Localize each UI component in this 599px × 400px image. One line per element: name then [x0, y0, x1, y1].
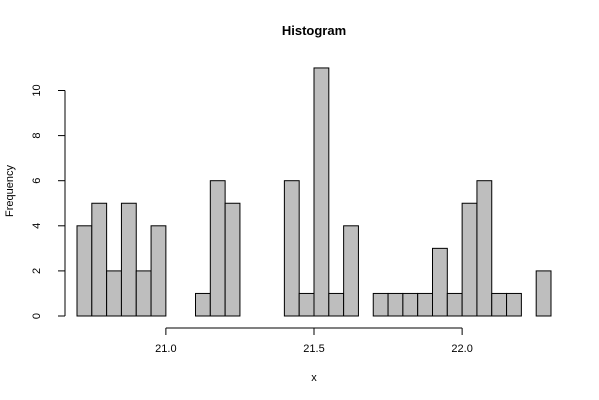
y-axis-label: Frequency [4, 165, 16, 217]
histogram-bar [461, 202, 478, 317]
histogram-bar [328, 292, 345, 317]
y-tick-label: 0 [31, 313, 43, 319]
histogram-bar [387, 292, 404, 317]
histogram-bar [476, 180, 493, 317]
histogram-bar [402, 292, 419, 317]
histogram-bar [417, 292, 433, 317]
bars-group [76, 67, 552, 317]
y-tick-label: 4 [31, 223, 43, 229]
histogram-bar [209, 180, 226, 317]
y-tick-label: 8 [31, 133, 43, 139]
histogram-bar [491, 292, 508, 317]
chart-title: Histogram [282, 23, 346, 38]
x-tick-label: 22.0 [451, 343, 472, 355]
histogram-bar [224, 202, 241, 317]
histogram-bar [195, 292, 211, 317]
histogram-bar [91, 202, 108, 317]
histogram-bar [120, 202, 137, 317]
histogram-bar [506, 292, 522, 317]
x-axis: 21.0 21.5 22.0 [155, 327, 473, 355]
y-tick-label: 10 [31, 84, 43, 96]
histogram-bar [446, 292, 463, 317]
x-tick-label: 21.0 [155, 343, 176, 355]
y-tick-label: 2 [31, 268, 43, 274]
histogram-bar [76, 225, 93, 317]
histogram-bar [343, 225, 359, 317]
histogram-bar [535, 270, 552, 317]
histogram-bar [372, 292, 389, 317]
x-axis-label: x [311, 372, 317, 384]
x-tick-label: 21.5 [303, 343, 324, 355]
histogram-bar [313, 67, 330, 317]
histogram-bar [432, 247, 448, 317]
histogram-bar [150, 225, 167, 317]
histogram-bar [135, 270, 152, 317]
histogram-bar [106, 270, 122, 317]
y-tick-label: 6 [31, 178, 43, 184]
y-axis: 0 2 4 6 8 10 [31, 84, 66, 319]
histogram-bar [283, 180, 300, 317]
histogram-bar [298, 292, 315, 317]
